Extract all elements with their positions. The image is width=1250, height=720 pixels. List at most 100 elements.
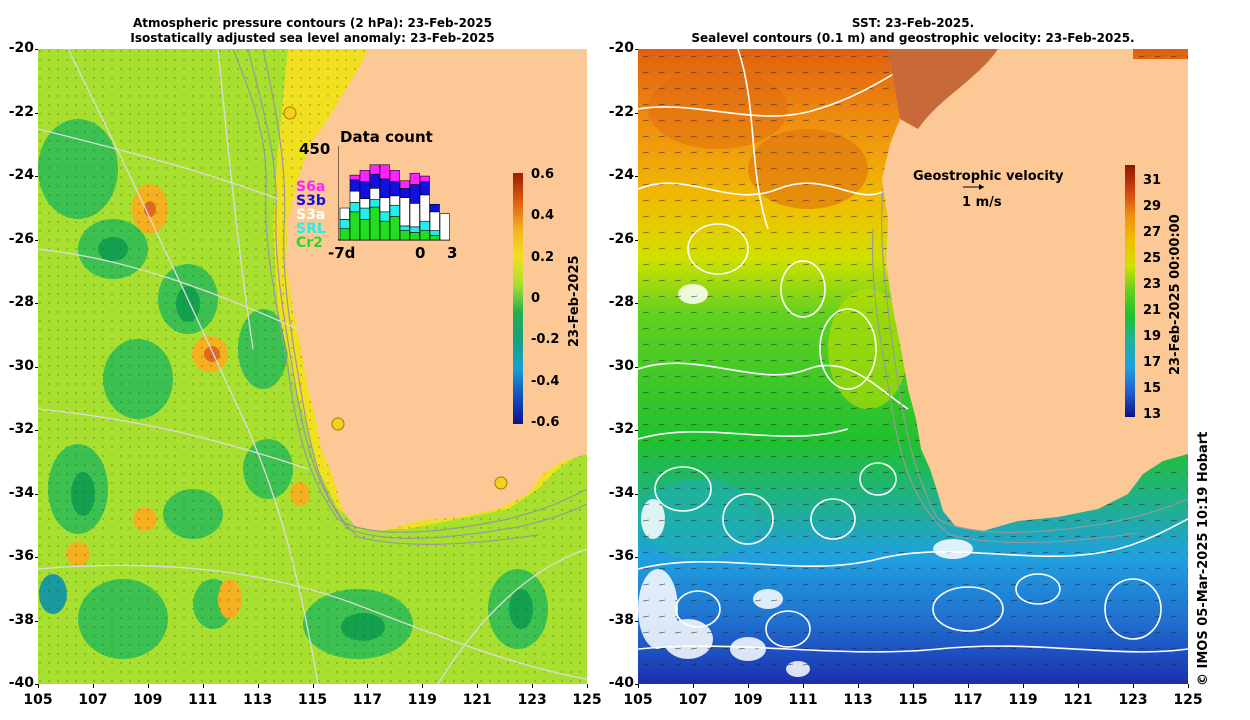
y-tick-mark [35,430,38,431]
x-tick-mark [587,684,588,688]
y-tick-mark [35,620,38,622]
velocity-scale-label: 1 m/s [962,195,1002,210]
inset-bar-s3a [379,197,390,213]
y-tick-mark [35,366,38,368]
y-tick-mark [635,366,638,368]
inset-bar-s3a [369,187,380,200]
inset-bar-srl [349,202,360,213]
y-tick-label: -30 [608,357,634,374]
x-tick-mark [147,684,149,688]
left-title-line2: Isostatically adjusted sea level anomaly… [130,31,495,45]
bathymetry-contours [872,188,1188,543]
inset-chart-svg [338,146,450,241]
inset-bar-cr2 [429,235,440,241]
land-australia [882,49,1188,531]
sst-map [638,49,1188,684]
inset-title: Data count [340,128,433,146]
inset-bar-s3b [369,173,380,189]
inset-bar-s3b [359,181,370,199]
x-tick-mark [693,684,694,688]
inset-bar-s6a [359,170,370,183]
x-tick-mark [38,684,39,688]
inset-bar-srl [419,220,430,231]
x-tick-label: 107 [78,692,108,708]
x-tick-mark [803,684,804,688]
inset-bar-cr2 [359,219,370,241]
inset-ymax: 450 [299,140,331,158]
x-tick-mark [422,684,424,688]
x-tick-label: 121 [1063,692,1093,708]
x-tick-label: 119 [407,692,437,708]
x-tick-mark [202,684,204,688]
bathymetry-contours [232,49,587,545]
x-tick-label: 121 [462,692,492,708]
left-panel-title: Atmospheric pressure contours (2 hPa): 2… [40,16,585,46]
inset-bar-s6a [379,164,390,180]
x-tick-mark [1023,684,1024,688]
x-tick-label: 111 [188,692,218,708]
y-tick-mark [635,176,638,177]
y-tick-label: -36 [8,548,34,564]
x-tick-mark [968,684,969,688]
sst-colorbar [1125,165,1135,417]
inset-bar-cr2 [399,230,410,241]
x-tick-label: 125 [572,692,602,708]
inset-bar-srl [389,204,400,217]
inset-bar-cr2 [379,220,390,241]
inset-legend-srl: SRL [296,221,326,237]
inset-bar-srl [429,230,440,236]
inset-bar-s3b [429,203,440,213]
x-tick-label: 105 [23,692,53,708]
inset-bar-s3b [349,179,360,192]
inset-bar-s6a [389,170,400,183]
y-tick-label: -26 [608,230,634,247]
inset-bar-cr2 [419,230,430,241]
inset-bar-s3a [439,213,450,241]
y-tick-label: -34 [8,484,34,501]
x-tick-label: 119 [1008,692,1038,708]
x-tick-mark [748,684,749,688]
sst-colorbar-tick: 29 [1143,199,1162,214]
inset-bar-s3a [409,203,420,228]
inset-bar-s6a [349,174,360,181]
y-tick-label: -40 [8,675,34,691]
y-tick-label: -22 [608,103,634,120]
x-tick-mark [913,684,914,688]
inset-bar-srl [379,211,390,222]
sst-map-svg [638,49,1188,684]
inset-bar-srl [359,207,370,220]
sla-colorbar-tick: 0 [531,291,541,306]
y-tick-mark [635,430,638,431]
sst-colorbar-tick: 21 [1143,303,1162,318]
inset-bar-s3b [399,187,410,198]
x-tick-label: 109 [733,692,763,708]
inset-bar-s3a [349,190,360,203]
sst-colorbar-tick: 31 [1143,173,1162,188]
sea-level-anomaly-map [38,49,587,684]
right-title-line2: Sealevel contours (0.1 m) and geostrophi… [691,31,1135,45]
x-tick-mark [92,684,94,688]
inset-bar-cr2 [339,228,350,241]
sla-colorbar-tick: -0.2 [531,332,560,348]
station-marker [331,417,345,431]
sst-colorbar-tick: 19 [1143,329,1162,344]
sla-colorbar-tick: 0.2 [531,249,555,265]
x-tick-label: 115 [898,692,928,708]
inset-bar-cr2 [369,206,380,241]
inset-bar-cr2 [349,211,360,241]
x-tick-mark [858,684,859,688]
x-tick-mark [367,684,369,688]
sst-colorbar-tick: 13 [1143,407,1162,422]
data-count-inset: Data count 450 S6a S3b S3a SRL Cr2 -7d 0 3 [296,128,466,263]
velocity-scale-arrow [963,184,984,190]
inset-bar-srl [399,225,410,231]
x-tick-mark [312,684,314,688]
inset-bar-s3b [419,181,430,196]
y-tick-label: -20 [8,40,34,56]
inset-bar-s3a [399,197,410,227]
sla-colorbar [513,173,523,424]
y-tick-mark [635,620,638,622]
x-tick-label: 123 [517,692,547,708]
inset-legend-s3b: S3b [296,193,326,209]
station-marker [494,476,508,490]
